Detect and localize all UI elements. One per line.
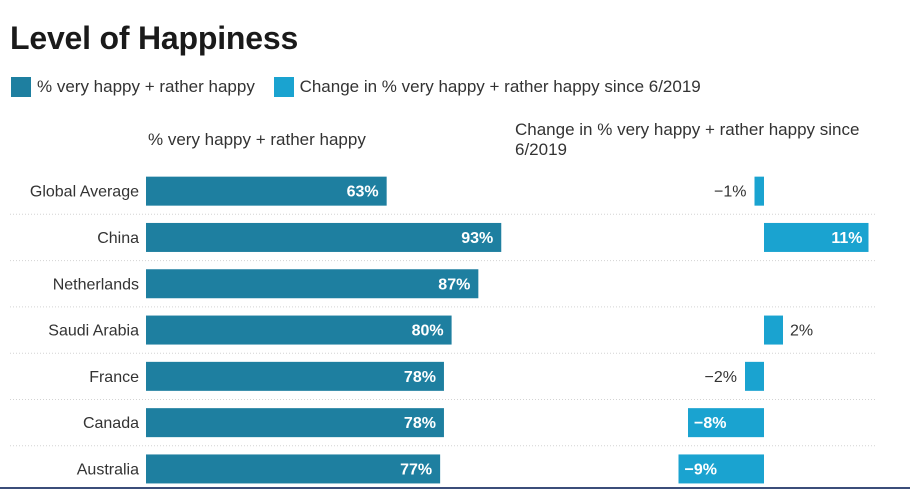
bottom-border	[0, 487, 910, 489]
change-bar[interactable]	[688, 408, 764, 438]
category-label: Saudi Arabia	[48, 323, 139, 340]
change-value-label: −8%	[694, 415, 726, 432]
legend-swatch-change	[273, 77, 294, 97]
happiness-value-label: 78%	[404, 415, 436, 432]
column-header-happiness: % very happy + rather happy	[148, 130, 366, 149]
category-label: Global Average	[30, 184, 139, 201]
legend-swatch-happiness	[11, 77, 31, 97]
category-label: Canada	[83, 415, 139, 432]
happiness-bar[interactable]	[146, 454, 441, 484]
happiness-value-label: 87%	[438, 276, 470, 293]
change-value-label: 11%	[831, 230, 862, 247]
happiness-value-label: 77%	[400, 461, 432, 478]
column-header-change: Change in % very happy + rather happy si…	[515, 120, 860, 159]
category-label: Netherlands	[53, 276, 139, 293]
change-value-label: 2%	[790, 323, 813, 340]
category-label: China	[97, 230, 139, 247]
happiness-bar[interactable]	[146, 176, 387, 206]
happiness-bar[interactable]	[146, 315, 452, 345]
happiness-bar[interactable]	[146, 222, 502, 252]
happiness-value-label: 80%	[412, 323, 444, 340]
happiness-bar[interactable]	[146, 408, 444, 438]
legend-item-happiness[interactable]: % very happy + rather happy	[11, 77, 255, 97]
category-label: France	[89, 369, 139, 386]
change-bar[interactable]	[764, 222, 869, 252]
legend-label-change: Change in % very happy + rather happy si…	[299, 77, 701, 96]
change-bar[interactable]	[678, 454, 765, 484]
change-value-label: −9%	[685, 461, 717, 478]
chart-title: Level of Happiness	[10, 20, 299, 56]
legend-label-happiness: % very happy + rather happy	[37, 77, 255, 96]
change-bar[interactable]	[754, 176, 765, 206]
change-bar[interactable]	[764, 315, 783, 345]
happiness-value-label: 93%	[461, 230, 493, 247]
happiness-bar[interactable]	[146, 269, 479, 299]
happiness-value-label: 78%	[404, 369, 436, 386]
legend: % very happy + rather happy Change in % …	[11, 77, 715, 102]
change-bar[interactable]	[745, 361, 764, 391]
change-value-label: −2%	[705, 369, 737, 386]
happiness-value-label: 63%	[347, 184, 379, 201]
legend-item-change[interactable]: Change in % very happy + rather happy si…	[273, 77, 701, 97]
change-value-label: −1%	[714, 184, 746, 201]
happiness-bar[interactable]	[146, 361, 444, 391]
category-label: Australia	[77, 461, 139, 478]
